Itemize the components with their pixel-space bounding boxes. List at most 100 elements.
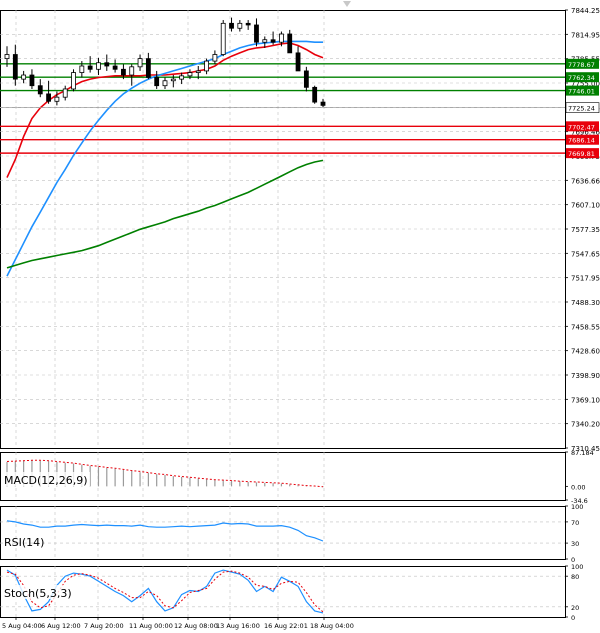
candle bbox=[245, 20, 251, 30]
candle-body bbox=[21, 74, 27, 80]
current-price-label: 7725.24 bbox=[568, 105, 595, 113]
candle-body bbox=[303, 70, 309, 88]
candle-body bbox=[279, 33, 284, 43]
x-tick-label: 12 Aug 08:00 bbox=[174, 622, 218, 630]
y-tick-label: 7458.55 bbox=[571, 323, 600, 331]
candle-body bbox=[87, 65, 93, 70]
y-tick-label: 7755.00 bbox=[571, 80, 600, 88]
candle-body bbox=[237, 22, 243, 29]
stoch-signal-line bbox=[6, 570, 324, 613]
y-tick-label: 0 bbox=[571, 614, 575, 622]
candle-body bbox=[187, 72, 193, 77]
candle bbox=[254, 18, 259, 47]
y-tick-label: 7547.65 bbox=[571, 250, 600, 258]
stoch-main-line bbox=[6, 569, 324, 614]
candle-body bbox=[137, 58, 143, 68]
candle bbox=[229, 17, 234, 32]
candle bbox=[121, 64, 126, 80]
y-tick-label: 20 bbox=[571, 604, 579, 612]
x-tick-label: 16 Aug 22:01 bbox=[264, 622, 308, 630]
panel-frame-stoch bbox=[0, 566, 566, 618]
candle-body bbox=[4, 54, 10, 60]
candle-body bbox=[145, 58, 151, 78]
price-level-tag bbox=[566, 58, 599, 69]
candle bbox=[212, 50, 218, 65]
y-tick-label: 0 bbox=[571, 556, 575, 564]
candle bbox=[96, 57, 101, 76]
y-tick-label: 7398.90 bbox=[571, 372, 600, 380]
candle bbox=[145, 52, 151, 80]
candle-body bbox=[54, 96, 60, 102]
candle bbox=[320, 98, 326, 108]
candle-body bbox=[287, 33, 293, 54]
y-tick-label: 0.00 bbox=[571, 483, 585, 491]
panel-frame-rsi bbox=[0, 506, 566, 560]
candle bbox=[87, 56, 93, 73]
candle bbox=[46, 80, 51, 104]
price-level-label: 7746.01 bbox=[568, 88, 595, 96]
candle bbox=[54, 91, 60, 106]
y-tick-label: 7636.66 bbox=[571, 177, 600, 185]
candle bbox=[21, 70, 27, 84]
y-tick-label: 70 bbox=[571, 519, 579, 527]
candle bbox=[112, 59, 118, 73]
candle-body bbox=[79, 65, 85, 73]
candle bbox=[12, 44, 18, 86]
price-level-label: 7778.67 bbox=[568, 61, 595, 69]
price-level-tag bbox=[566, 148, 599, 159]
candle bbox=[195, 66, 201, 80]
rsi-label: RSI(14) bbox=[4, 536, 44, 549]
y-tick-label: 7310.45 bbox=[571, 445, 600, 453]
candle bbox=[170, 75, 176, 88]
candle bbox=[62, 85, 68, 101]
stoch-label: Stoch(5,3,3) bbox=[4, 587, 72, 600]
candle-body bbox=[162, 80, 168, 87]
candle-body bbox=[37, 85, 43, 95]
price-level-label: 7669.81 bbox=[568, 150, 595, 158]
candle-body bbox=[29, 74, 35, 87]
y-tick-label: 7428.60 bbox=[571, 348, 600, 356]
x-tick-label: 5 Aug 04:00 bbox=[2, 622, 42, 630]
candle bbox=[129, 64, 135, 86]
y-tick-label: 7814.95 bbox=[571, 31, 600, 39]
y-tick-label: 100 bbox=[571, 563, 583, 571]
x-tick-label: 7 Aug 20:00 bbox=[84, 622, 124, 630]
panel-frame-main bbox=[0, 10, 566, 449]
candle-body bbox=[312, 86, 318, 103]
candle bbox=[303, 66, 309, 92]
candle-body bbox=[62, 88, 68, 98]
candle bbox=[220, 20, 226, 57]
price-level-tag bbox=[566, 85, 599, 96]
candle-body bbox=[170, 78, 176, 82]
candle bbox=[79, 61, 85, 78]
candle bbox=[262, 36, 268, 48]
price-level-label: 7702.47 bbox=[568, 123, 595, 131]
x-tick-label: 18 Aug 04:00 bbox=[310, 622, 354, 630]
y-tick-label: 100 bbox=[571, 503, 583, 511]
candle-body bbox=[71, 72, 76, 90]
candle bbox=[29, 69, 35, 89]
candle-body bbox=[12, 54, 18, 80]
y-tick-label: 7517.95 bbox=[571, 275, 600, 283]
candle-body bbox=[229, 22, 234, 29]
price-level-label: 7686.14 bbox=[568, 137, 595, 145]
candle-body bbox=[212, 54, 218, 62]
candle bbox=[237, 20, 243, 32]
candle-body bbox=[121, 68, 126, 76]
candle-body bbox=[104, 62, 110, 67]
y-tick-label: 7577.35 bbox=[571, 226, 600, 234]
indicator-label-bg bbox=[2, 585, 72, 599]
candle-body bbox=[295, 52, 301, 72]
indicator-label-bg bbox=[2, 472, 90, 486]
x-tick-label: 13 Aug 16:00 bbox=[216, 622, 260, 630]
y-tick-label: 7696.46 bbox=[571, 129, 600, 137]
y-tick-label: -34.6 bbox=[571, 497, 588, 505]
chart-shift-icon bbox=[343, 1, 351, 7]
candle-body bbox=[262, 39, 268, 43]
candle bbox=[71, 69, 76, 92]
candle-body bbox=[96, 62, 101, 70]
y-tick-label: 80 bbox=[571, 573, 579, 581]
candle bbox=[279, 31, 284, 47]
candle bbox=[270, 31, 276, 45]
